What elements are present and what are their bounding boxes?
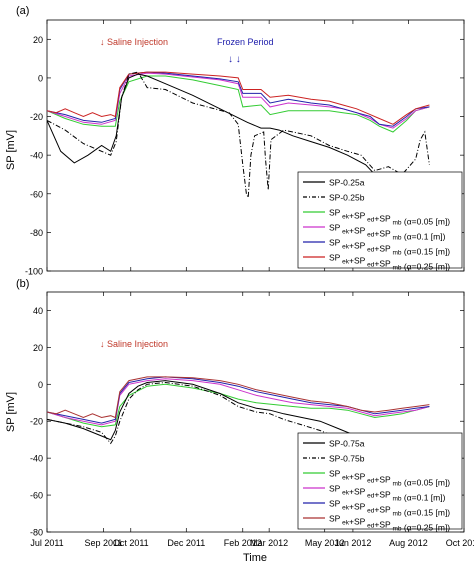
y-tick-label: -20 [30,112,43,122]
x-tick-label: Jun 2012 [334,538,371,548]
y-tick-label: 0 [38,73,43,83]
x-tick-label: Sep 2011 [85,538,123,548]
y-tick-label: 20 [33,343,43,353]
legend-label-b_s3: SP ek+SP ed+SP mb (α=0.15 [m]) [329,499,450,518]
series-line-b_s1 [47,383,430,428]
y-tick-label: -20 [30,417,43,427]
legend-label-a_s4: SP ek+SP ed+SP mb (α=0.25 [m]) [329,253,450,272]
series-line-b_m2 [47,381,330,445]
panel-a-series [47,71,430,200]
legend-label-a_s2: SP ek+SP ed+SP mb (α=0.1 [m]) [329,223,446,242]
y-tick-label: -80 [30,228,43,238]
panel-b: (b) 40 20 0 -20 -40 -60 -80 SP [mV] ↓ Saline I… [5,278,465,538]
x-tick-label: Mar 2012 [250,538,288,548]
panel-b-series [47,376,430,446]
series-line-b_s4 [47,376,430,419]
series-line-b_s3 [47,376,430,424]
panel-a-legend: SP-0.25a SP-0.25b SP ek+SP ed+SP mb (α=0.0… [297,171,463,272]
panel-a-frozen-annotation: Frozen Period [217,37,274,47]
panel-b-x-ticks [46,292,465,532]
series-line-b_m1 [47,380,371,446]
panel-a-y-ticks: 20 0 -20 -40 -60 -80 -100 [25,35,464,277]
panel-a-injection-annotation: ↓ Saline Injection [100,37,168,47]
series-line-b_s2 [47,378,430,426]
series-line-a_s1 [47,75,430,133]
y-tick-label: -60 [30,491,43,501]
x-tick-label: Oct 2012 [446,538,474,548]
panel-b-y-ticks: 40 20 0 -20 -40 -60 -80 [30,306,464,538]
legend-label-b_m2: SP-0.75b [329,454,365,464]
legend-label-a_m1: SP-0.25a [329,178,365,188]
panel-b-injection-annotation: ↓ Saline Injection [100,339,168,349]
panel-a-x-ticks [46,20,465,271]
y-tick-label: 0 [38,380,43,390]
legend-box [297,171,463,269]
x-tick-label: Feb 2012 [224,538,262,548]
panel-b-ylabel: SP [mV] [5,392,17,432]
y-tick-label: -40 [30,454,43,464]
panel-a-label: (a) [16,5,29,17]
legend-label-a_m2: SP-0.25b [329,193,365,203]
x-axis-label: Time [243,552,267,564]
x-tick-label: Jul 2011 [30,538,63,548]
legend-label-b_s2: SP ek+SP ed+SP mb (α=0.1 [m]) [329,484,446,503]
y-tick-label: -80 [30,528,43,538]
y-tick-label: -40 [30,151,43,161]
y-tick-label: -60 [30,189,43,199]
legend-label-b_s1: SP ek+SP ed+SP mb (α=0.05 [m]) [329,469,450,488]
x-tick-label: Aug 2012 [389,538,428,548]
legend-label-a_s1: SP ek+SP ed+SP mb (α=0.05 [m]) [329,208,450,227]
panel-a-ylabel: SP [mV] [5,130,17,170]
series-line-a_m2 [47,71,430,200]
x-tick-label: Oct 2011 [113,538,149,548]
legend-label-b_s4: SP ek+SP ed+SP mb (α=0.25 [m]) [329,514,450,533]
legend-label-a_s3: SP ek+SP ed+SP mb (α=0.15 [m]) [329,238,450,257]
x-tick-label: May 2012 [305,538,345,548]
series-line-a_s4 [47,71,430,125]
y-tick-label: 40 [33,306,43,316]
panel-a: (a) 20 0 -20 -40 -60 -80 -100 SP [mV] ↓ Saline… [5,5,465,277]
legend-label-b_m1: SP-0.75a [329,439,365,449]
y-tick-label: -100 [25,267,43,277]
legend-box [297,432,463,530]
panel-b-legend: SP-0.75a SP-0.75b SP ek+SP ed+SP mb (α=0.0… [297,432,463,533]
panel-b-label: (b) [16,278,29,290]
panel-a-frozen-arrows: ↓ ↓ [228,54,241,65]
y-tick-label: 20 [33,35,43,45]
x-tick-label: Dec 2011 [167,538,205,548]
